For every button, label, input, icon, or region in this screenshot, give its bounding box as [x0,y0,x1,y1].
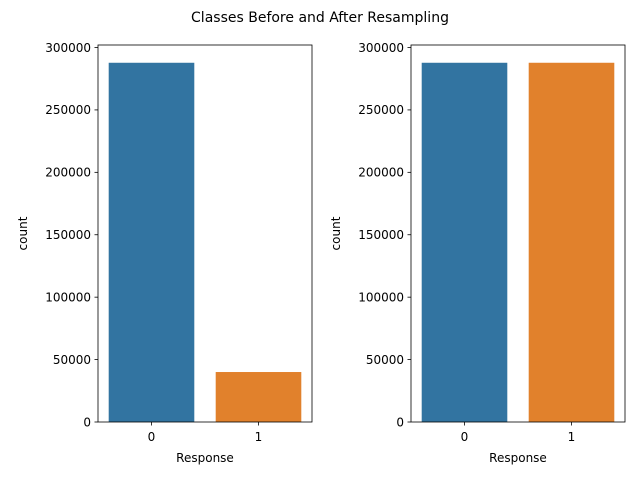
right-y-tick-label: 200000 [358,166,404,180]
right-chart-panel: 0 50000 100000 150000 200000 250000 300000 0 1 Re… [329,41,626,465]
left-y-tick-label: 50000 [53,353,91,367]
left-chart-panel: 0 50000 100000 150000 200000 250000 300000 0 1 Re… [16,41,313,465]
right-bar-0 [421,62,508,422]
right-y-axis-label: count [329,216,343,250]
left-y-axis-label: count [16,216,30,250]
right-y-tick-label: 0 [396,415,404,429]
right-y-tick-label: 300000 [358,41,404,55]
left-x-tick-label: 1 [255,430,263,444]
left-y-tick-label: 100000 [45,290,91,304]
left-bar-0 [108,62,195,422]
right-y-tick-label: 150000 [358,228,404,242]
right-y-tick-label: 100000 [358,290,404,304]
right-x-axis-label: Response [489,451,547,465]
right-axes-frame [410,44,626,423]
left-y-tick-label: 150000 [45,228,91,242]
left-bar-1 [215,372,302,422]
left-axes-frame [97,44,313,423]
right-y-tick-label: 250000 [358,103,404,117]
left-y-tick-label: 0 [83,415,91,429]
figure-suptitle: Classes Before and After Resampling [191,10,449,26]
right-bar-1 [528,62,615,422]
left-x-axis-label: Response [176,451,234,465]
left-y-tick-label: 300000 [45,41,91,55]
right-x-tick-label: 1 [568,430,576,444]
right-y-tick-label: 50000 [366,353,404,367]
left-y-tick-label: 250000 [45,103,91,117]
left-y-tick-label: 200000 [45,166,91,180]
right-x-tick-label: 0 [461,430,469,444]
left-x-tick-label: 0 [148,430,156,444]
